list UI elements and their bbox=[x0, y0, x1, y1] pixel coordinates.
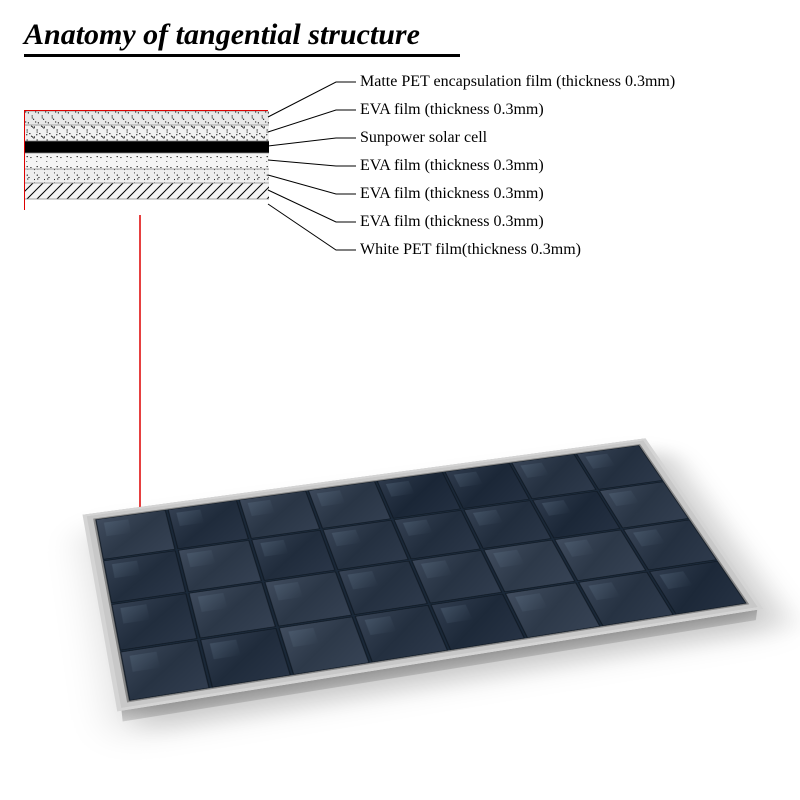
solar-cell bbox=[577, 571, 674, 626]
solar-cell bbox=[251, 530, 336, 581]
solar-cell bbox=[111, 593, 197, 650]
solar-cell bbox=[649, 561, 747, 615]
solar-cell bbox=[430, 593, 524, 650]
solar-cell bbox=[355, 605, 448, 663]
solar-cell bbox=[200, 628, 291, 688]
solar-cell bbox=[504, 582, 600, 638]
solar-cell bbox=[103, 550, 186, 603]
solar-cell bbox=[278, 616, 370, 675]
solar-cell bbox=[338, 561, 428, 615]
solar-cell bbox=[188, 582, 275, 638]
solar-cell bbox=[177, 540, 261, 592]
solar-panel bbox=[40, 360, 760, 760]
solar-cell bbox=[120, 640, 210, 701]
solar-cell bbox=[623, 520, 717, 570]
solar-cell bbox=[264, 571, 352, 626]
